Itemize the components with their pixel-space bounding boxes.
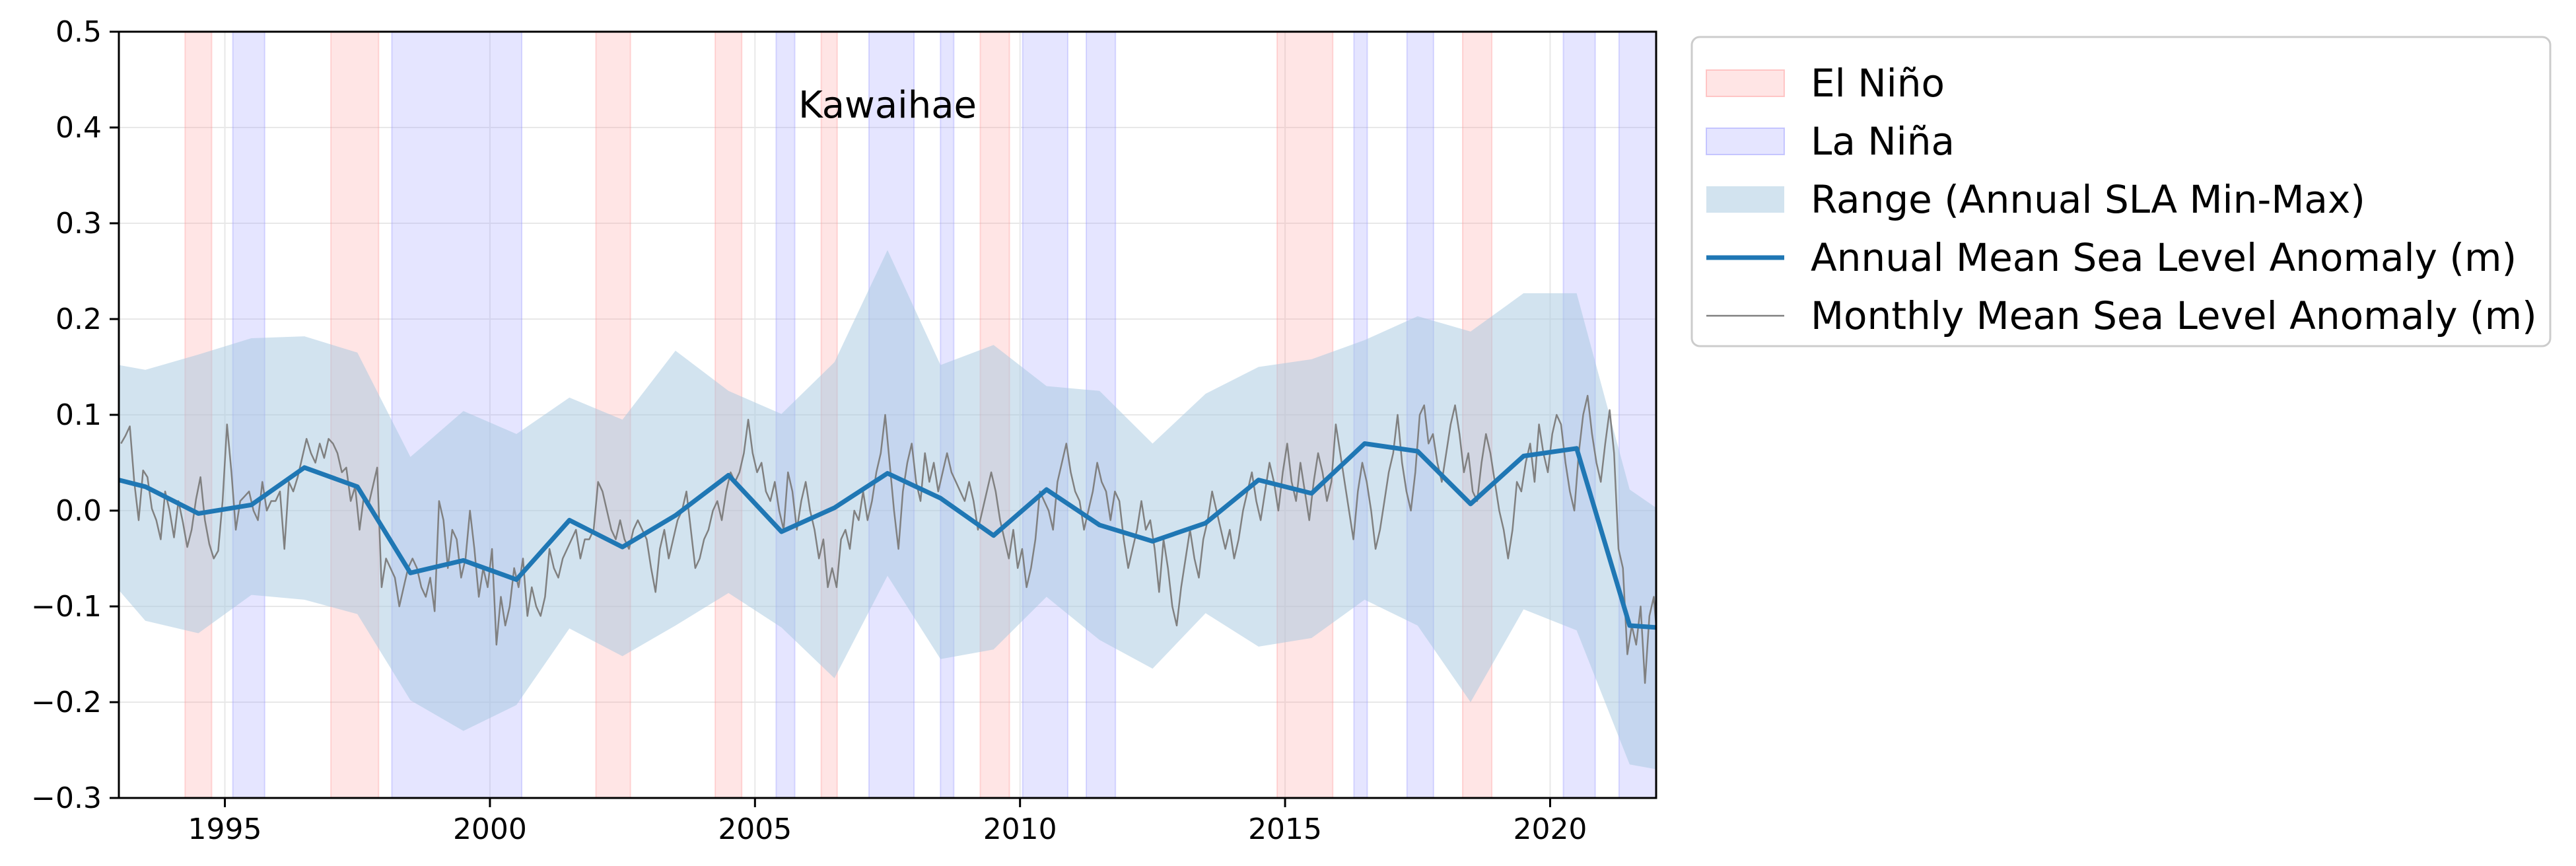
y-tick-label-4: 0.1 xyxy=(55,398,102,432)
axes-ticks: −0.3 −0.2 −0.1 0.0 0.1 0.2 0.3 0.4 0.5 1995 2000 20… xyxy=(31,15,1587,846)
series-lines xyxy=(118,394,1657,684)
legend-label-annual: Annual Mean Sea Level Anomaly (m) xyxy=(1811,235,2517,280)
y-tick-label-7: 0.4 xyxy=(55,111,102,145)
series-line-monthly xyxy=(120,394,1657,684)
x-tick-label-4: 2015 xyxy=(1248,812,1322,846)
range-band xyxy=(119,250,1656,770)
legend-label-la_nina: La Niña xyxy=(1811,119,1955,164)
y-tick-label-0: −0.3 xyxy=(31,781,102,815)
series-line-annual xyxy=(118,441,1657,630)
x-tick-label-0: 1995 xyxy=(188,812,262,846)
legend-swatch-la_nina xyxy=(1706,127,1785,155)
x-tick-label-1: 2000 xyxy=(453,812,527,846)
legend-label-el_nino: El Niño xyxy=(1811,61,1945,106)
legend-swatch-range xyxy=(1706,186,1784,213)
y-tick-label-5: 0.2 xyxy=(55,303,102,336)
y-tick-label-8: 0.5 xyxy=(55,15,102,49)
x-tick-label-3: 2010 xyxy=(983,812,1057,846)
legend: El Niño La Niña Range (Annual SLA Min-Max)… xyxy=(1690,36,2552,347)
legend-label-range: Range (Annual SLA Min-Max) xyxy=(1811,177,2365,222)
chart-title: Kawaihae xyxy=(798,84,977,127)
y-tick-label-2: −0.1 xyxy=(31,590,102,624)
range-band-layer xyxy=(119,250,1656,770)
legend-swatch-el_nino xyxy=(1706,69,1785,97)
legend-label-monthly: Monthly Mean Sea Level Anomaly (m) xyxy=(1811,293,2537,338)
legend-box xyxy=(1690,36,2552,347)
y-tick-label-3: 0.0 xyxy=(55,494,102,528)
y-tick-label-6: 0.3 xyxy=(55,207,102,240)
x-tick-label-5: 2020 xyxy=(1513,812,1587,846)
x-tick-label-2: 2005 xyxy=(718,812,792,846)
y-tick-label-1: −0.2 xyxy=(31,686,102,719)
